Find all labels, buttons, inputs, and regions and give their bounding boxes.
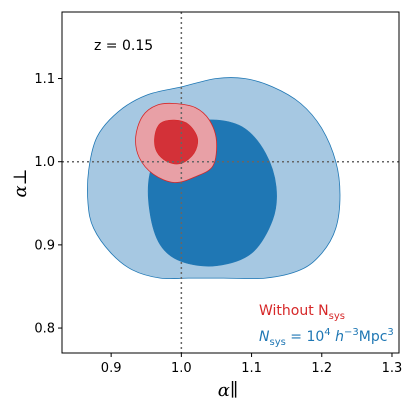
y-tick-label: 0.8 xyxy=(34,322,55,337)
y-tick-label: 0.9 xyxy=(34,238,55,253)
redshift-annotation: z = 0.15 xyxy=(94,38,153,54)
plot-frame xyxy=(61,11,400,354)
x-tick-label: 1.2 xyxy=(311,361,332,376)
x-tick-label: 0.9 xyxy=(101,361,122,376)
legend-entry-with-nsys: Nsys = 104 h−3Mpc3 xyxy=(259,327,394,348)
x-axis-label: α∥ xyxy=(218,380,238,401)
x-tick-label: 1.1 xyxy=(241,361,262,376)
y-axis-label: α⊥ xyxy=(10,168,31,197)
x-tick-label: 1.0 xyxy=(171,361,192,376)
y-tick-label: 1.1 xyxy=(34,72,55,87)
y-tick-label: 1.0 xyxy=(34,155,55,170)
contour-without-nsys-inner xyxy=(154,119,199,165)
x-tick-label: 1.3 xyxy=(382,361,403,376)
legend-entry-without-nsys: Without Nsys xyxy=(259,303,345,322)
